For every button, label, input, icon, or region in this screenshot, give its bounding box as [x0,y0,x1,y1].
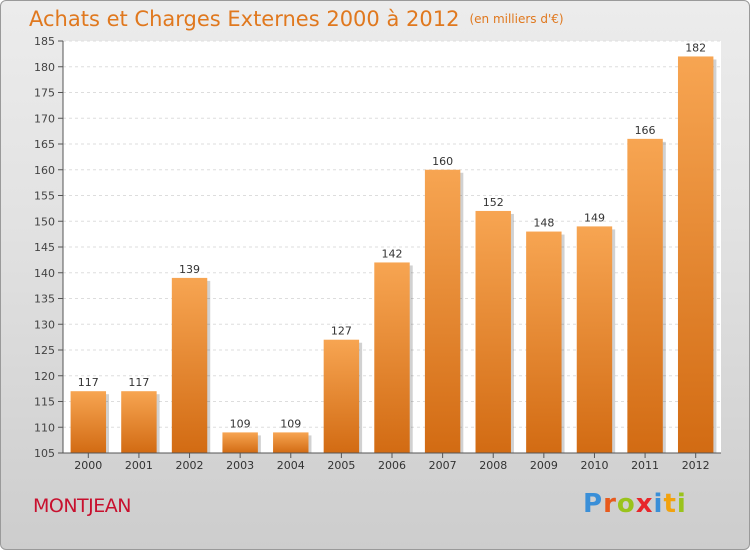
x-tick-label: 2003 [226,459,254,472]
y-tick-label: 120 [34,370,55,383]
x-tick-label: 2000 [74,459,102,472]
logo-letter: x [635,489,654,519]
x-tick-label: 2005 [327,459,355,472]
y-tick-label: 115 [34,396,55,409]
x-tick-label: 2012 [682,459,710,472]
y-tick-label: 160 [34,164,55,177]
chart-title: Achats et Charges Externes 2000 à 2012 (e… [29,7,564,31]
x-tick-label: 2011 [631,459,659,472]
bar [273,432,309,453]
logo-letter: r [603,489,617,519]
y-tick-label: 125 [34,344,55,357]
data-label: 142 [382,247,403,260]
logo-letter: i [676,489,687,519]
bar [627,138,663,453]
y-axis: 105 110 115 120 125 130 135 140 145 150 155 160 165 1… [34,35,64,460]
x-tick-label: 2006 [378,459,406,472]
bar [677,56,714,453]
y-tick-label: 185 [34,35,55,48]
bar [576,226,613,453]
y-tick-label: 175 [34,87,55,100]
x-tick-label: 2002 [176,459,204,472]
bar [121,391,157,453]
bar [526,231,562,453]
bar [222,432,258,453]
x-axis: 2000 2001 2002 2003 2004 2005 2006 2007 2008 2009… [63,452,721,472]
data-label: 117 [128,376,149,389]
x-tick-label: 2009 [530,459,558,472]
data-label: 152 [483,196,504,209]
data-label: 117 [78,376,99,389]
data-label: 182 [685,41,706,54]
title-text: Achats et Charges Externes 2000 à 2012 [29,7,460,31]
data-label: 160 [432,155,453,168]
data-label: 109 [230,417,251,430]
y-tick-label: 130 [34,318,55,331]
bars: 117 117 139 109 109 127 142 160 152 148 149 166 182 [70,41,717,453]
bar [475,210,511,453]
bar [171,277,208,453]
commune-name: MONTJEAN [33,495,132,517]
y-tick-label: 170 [34,112,55,125]
y-tick-label: 135 [34,293,55,306]
y-tick-label: 140 [34,267,55,280]
bar [323,339,360,453]
y-tick-label: 155 [34,190,55,203]
data-label: 149 [584,211,605,224]
bar [70,391,107,453]
y-tick-label: 165 [34,138,55,151]
y-tick-label: 145 [34,241,55,254]
x-tick-label: 2001 [125,459,153,472]
data-label: 109 [280,417,301,430]
bar [424,169,461,453]
logo-letter: t [663,489,677,519]
x-tick-label: 2007 [429,459,457,472]
data-label: 127 [331,325,352,338]
data-label: 139 [179,263,200,276]
x-tick-label: 2008 [479,459,507,472]
logo-letter: i [653,489,664,519]
data-label: 148 [533,217,554,230]
y-tick-label: 105 [34,447,55,460]
y-tick-label: 110 [34,421,55,434]
y-tick-label: 180 [34,61,55,74]
proxiti-logo: Proxiti [583,489,687,519]
y-tick-label: 150 [34,215,55,228]
x-tick-label: 2010 [580,459,608,472]
logo-letter: o [616,489,636,519]
x-tick-label: 2004 [277,459,305,472]
bar [374,262,410,453]
title-unit: (en milliers d'€) [469,12,564,26]
data-label: 166 [635,124,656,137]
logo-letter: P [583,489,604,519]
